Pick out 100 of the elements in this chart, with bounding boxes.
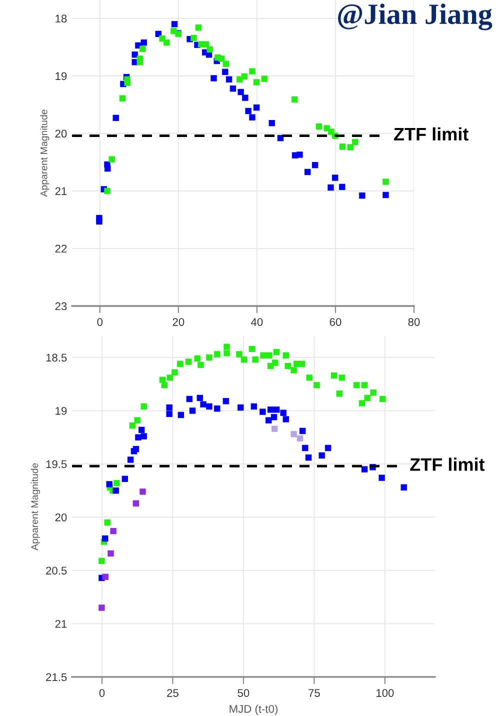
x-tick-label: 0 [99, 689, 105, 697]
point [206, 403, 212, 410]
point [282, 416, 289, 422]
point [260, 408, 266, 415]
ref-line-label: ZTF limit [394, 127, 468, 141]
x-tick-label: 80 [408, 318, 420, 326]
point [106, 481, 112, 488]
point [202, 41, 209, 48]
point [236, 351, 242, 358]
y-tick-label: 23 [55, 302, 67, 310]
y-tick-label: 18.5 [46, 354, 67, 362]
point [361, 382, 368, 388]
point [176, 360, 184, 367]
y-tick-label: 20.5 [46, 566, 67, 575]
point [159, 35, 166, 42]
point [102, 574, 108, 580]
point [140, 39, 147, 46]
point [245, 108, 252, 114]
y-tick-label: 20 [55, 513, 67, 522]
point [210, 75, 217, 82]
point [336, 390, 342, 397]
point [314, 382, 320, 388]
point [358, 400, 366, 406]
point [136, 59, 144, 66]
point [206, 354, 212, 361]
point [284, 362, 291, 370]
point [296, 152, 303, 158]
point [324, 444, 332, 452]
point [400, 484, 407, 491]
point [261, 76, 268, 82]
point [108, 550, 114, 557]
point [132, 500, 140, 506]
point [185, 358, 192, 365]
point [214, 405, 220, 412]
point [347, 144, 354, 150]
point [253, 104, 260, 111]
point [224, 344, 230, 350]
point [238, 88, 244, 96]
point [134, 417, 140, 424]
x-tick-label: 60 [330, 318, 342, 326]
point [250, 403, 258, 410]
point [112, 487, 119, 494]
point [104, 188, 110, 194]
point [186, 396, 193, 402]
point [132, 446, 140, 452]
point [241, 73, 248, 80]
point [178, 412, 184, 418]
point [304, 168, 311, 176]
point [253, 79, 260, 86]
point [189, 408, 196, 414]
point [140, 433, 147, 440]
point [190, 34, 197, 42]
point [249, 68, 256, 74]
point [332, 174, 338, 181]
point [238, 404, 244, 411]
point [166, 410, 172, 418]
point [273, 349, 280, 356]
point [206, 46, 213, 53]
point [282, 352, 289, 358]
point [230, 85, 236, 92]
x-tick-label: 50 [238, 689, 250, 697]
point [140, 488, 146, 495]
point [339, 184, 346, 190]
point [104, 165, 111, 172]
point [292, 96, 298, 103]
x-tick-label: 20 [172, 318, 184, 326]
y-tick-label: 21 [55, 620, 67, 628]
point [218, 56, 225, 62]
point [129, 422, 136, 429]
point [359, 192, 366, 199]
point [214, 351, 220, 358]
point [305, 454, 312, 461]
point [161, 382, 168, 388]
point [110, 528, 116, 534]
point [200, 401, 206, 408]
x-tick-label: 100 [376, 689, 394, 697]
point [127, 456, 134, 463]
point [354, 382, 360, 388]
point [296, 435, 304, 442]
y-tick-label: 19 [56, 406, 67, 415]
point [328, 184, 334, 191]
point [164, 39, 170, 46]
point [268, 406, 274, 413]
point [352, 138, 358, 146]
x-tick-label: 75 [308, 689, 320, 697]
point [138, 426, 145, 433]
point [248, 346, 256, 352]
x-axis-title: MJD (t-t0) [230, 704, 278, 716]
y-tick-label: 21.5 [46, 673, 67, 682]
point [339, 144, 346, 150]
point [290, 431, 297, 438]
point [280, 410, 286, 416]
ref-line-label: ZTF limit [410, 458, 485, 471]
annotation: @Jian Jiang [338, 4, 492, 30]
point [194, 355, 200, 362]
point [166, 404, 172, 411]
point [380, 396, 386, 402]
y-tick-label: 18 [56, 14, 67, 23]
point [98, 604, 105, 611]
point [132, 52, 138, 58]
